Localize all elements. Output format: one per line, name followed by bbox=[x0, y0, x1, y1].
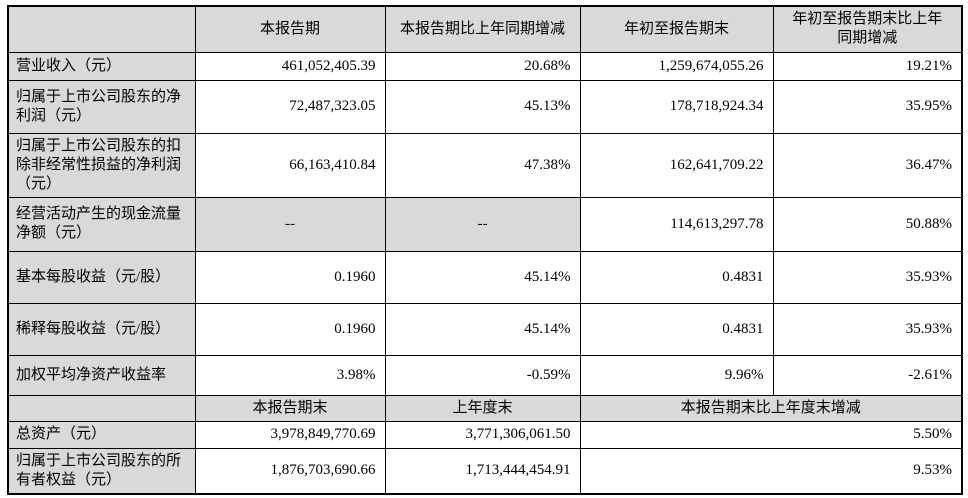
cell-current-change: -0.59% bbox=[384, 354, 581, 396]
row-label: 归属于上市公司股东的所有者权益（元） bbox=[7, 447, 196, 494]
cell-current-period: 461,052,405.39 bbox=[194, 51, 386, 81]
cell-ytd: 0.4831 bbox=[579, 250, 774, 304]
row-label: 总资产（元） bbox=[7, 420, 196, 449]
cell-current-period: 66,163,410.84 bbox=[194, 132, 386, 198]
header-ytd: 年初至报告期末 bbox=[579, 5, 774, 53]
cell-current-period: 0.1960 bbox=[194, 302, 386, 356]
cell-ytd-change: 35.93% bbox=[772, 250, 963, 304]
header-current-vs-prior: 本报告期比上年同期增减 bbox=[384, 5, 581, 53]
section2-header-prior-year-end: 上年度末 bbox=[384, 394, 581, 422]
cell-end-change: 5.50% bbox=[579, 420, 963, 449]
section2-header-period-end: 本报告期末 bbox=[194, 394, 386, 422]
cell-current-change: 45.14% bbox=[384, 302, 581, 356]
cell-ytd: 178,718,924.34 bbox=[579, 79, 774, 134]
cell-end-change: 9.53% bbox=[579, 447, 963, 494]
header-current-period: 本报告期 bbox=[194, 5, 386, 53]
cell-ytd-change: 36.47% bbox=[772, 132, 963, 198]
table-row-revenue: 营业收入（元） 461,052,405.39 20.68% 1,259,674,… bbox=[7, 51, 963, 81]
table-row-owners-equity: 归属于上市公司股东的所有者权益（元） 1,876,703,690.66 1,71… bbox=[7, 447, 963, 494]
cell-ytd: 1,259,674,055.26 bbox=[579, 51, 774, 81]
cell-ytd-change: 19.21% bbox=[772, 51, 963, 81]
table-row-net-profit-excl-nonrecurring: 归属于上市公司股东的扣除非经常性损益的净利润（元） 66,163,410.84 … bbox=[7, 132, 963, 198]
cell-current-change: 45.13% bbox=[384, 79, 581, 134]
cell-current-change: 47.38% bbox=[384, 132, 581, 198]
table-row-diluted-eps: 稀释每股收益（元/股） 0.1960 45.14% 0.4831 35.93% bbox=[7, 302, 963, 356]
cell-ytd-change: -2.61% bbox=[772, 354, 963, 396]
row-label: 归属于上市公司股东的扣除非经常性损益的净利润（元） bbox=[7, 132, 196, 198]
cell-current-period: 0.1960 bbox=[194, 250, 386, 304]
table-row-net-profit: 归属于上市公司股东的净利润（元） 72,487,323.05 45.13% 17… bbox=[7, 79, 963, 134]
financial-summary-table: 本报告期 本报告期比上年同期增减 年初至报告期末 年初至报告期末比上年同期增减 … bbox=[7, 5, 963, 495]
header-ytd-vs-prior: 年初至报告期末比上年同期增减 bbox=[772, 5, 963, 53]
cell-current-change: 20.68% bbox=[384, 51, 581, 81]
cell-current-change: 45.14% bbox=[384, 250, 581, 304]
row-label: 基本每股收益（元/股） bbox=[7, 250, 196, 304]
cell-ytd: 162,641,709.22 bbox=[579, 132, 774, 198]
cell-prior-year-end: 3,771,306,061.50 bbox=[384, 420, 581, 449]
section2-header-row: 本报告期末 上年度末 本报告期末比上年度末增减 bbox=[7, 394, 963, 422]
row-label: 经营活动产生的现金流量净额（元） bbox=[7, 196, 196, 252]
row-label: 营业收入（元） bbox=[7, 51, 196, 81]
cell-ytd-change: 35.95% bbox=[772, 79, 963, 134]
row-label: 稀释每股收益（元/股） bbox=[7, 302, 196, 356]
cell-prior-year-end: 1,713,444,454.91 bbox=[384, 447, 581, 494]
header-corner-cell bbox=[7, 5, 196, 53]
row-label: 加权平均净资产收益率 bbox=[7, 354, 196, 396]
table-row-total-assets: 总资产（元） 3,978,849,770.69 3,771,306,061.50… bbox=[7, 420, 963, 449]
cell-ytd-change: 50.88% bbox=[772, 196, 963, 252]
cell-current-change: -- bbox=[384, 196, 581, 252]
cell-current-period: 72,487,323.05 bbox=[194, 79, 386, 134]
row-label: 归属于上市公司股东的净利润（元） bbox=[7, 79, 196, 134]
table-row-weighted-avg-roe: 加权平均净资产收益率 3.98% -0.59% 9.96% -2.61% bbox=[7, 354, 963, 396]
table-row-basic-eps: 基本每股收益（元/股） 0.1960 45.14% 0.4831 35.93% bbox=[7, 250, 963, 304]
section2-header-corner bbox=[7, 394, 196, 422]
cell-current-period: 3.98% bbox=[194, 354, 386, 396]
cell-period-end: 3,978,849,770.69 bbox=[194, 420, 386, 449]
cell-ytd: 114,613,297.78 bbox=[579, 196, 774, 252]
cell-period-end: 1,876,703,690.66 bbox=[194, 447, 386, 494]
section2-header-end-vs-prior: 本报告期末比上年度末增减 bbox=[579, 394, 963, 422]
cell-ytd-change: 35.93% bbox=[772, 302, 963, 356]
financial-summary-table-container: 本报告期 本报告期比上年同期增减 年初至报告期末 年初至报告期末比上年同期增减 … bbox=[7, 5, 963, 495]
cell-ytd: 9.96% bbox=[579, 354, 774, 396]
header-row: 本报告期 本报告期比上年同期增减 年初至报告期末 年初至报告期末比上年同期增减 bbox=[7, 5, 963, 53]
table-row-operating-cash-flow: 经营活动产生的现金流量净额（元） -- -- 114,613,297.78 50… bbox=[7, 196, 963, 252]
cell-current-period: -- bbox=[194, 196, 386, 252]
cell-ytd: 0.4831 bbox=[579, 302, 774, 356]
